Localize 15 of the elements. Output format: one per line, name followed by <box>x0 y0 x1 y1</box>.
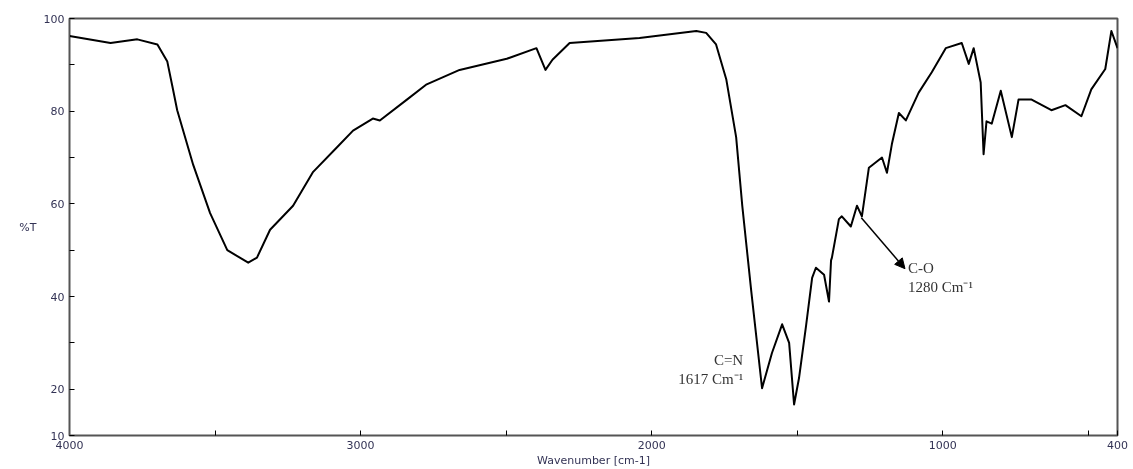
x-tick-label: 2000 <box>637 438 666 452</box>
x-axis-title: Wavenumber [cm-1] <box>537 453 650 467</box>
x-tick-label: 1000 <box>928 438 957 452</box>
y-tick-label: 20 <box>50 383 65 397</box>
x-tick-label: 4000 <box>55 438 84 452</box>
y-tick-label: 40 <box>50 290 65 304</box>
annotation: C-O 1280 Cm⁻¹ <box>907 259 973 295</box>
y-axis-title: %T <box>19 220 37 234</box>
y-tick-label: 60 <box>50 197 65 211</box>
x-tick-label: 3000 <box>346 438 375 452</box>
y-tick-label: 80 <box>50 105 65 119</box>
annotation: C=N 1617 Cm⁻¹ <box>678 351 744 388</box>
line-series <box>69 30 1118 406</box>
x-tick-label: 400 <box>1107 438 1128 452</box>
y-tick-label: 100 <box>43 12 65 26</box>
